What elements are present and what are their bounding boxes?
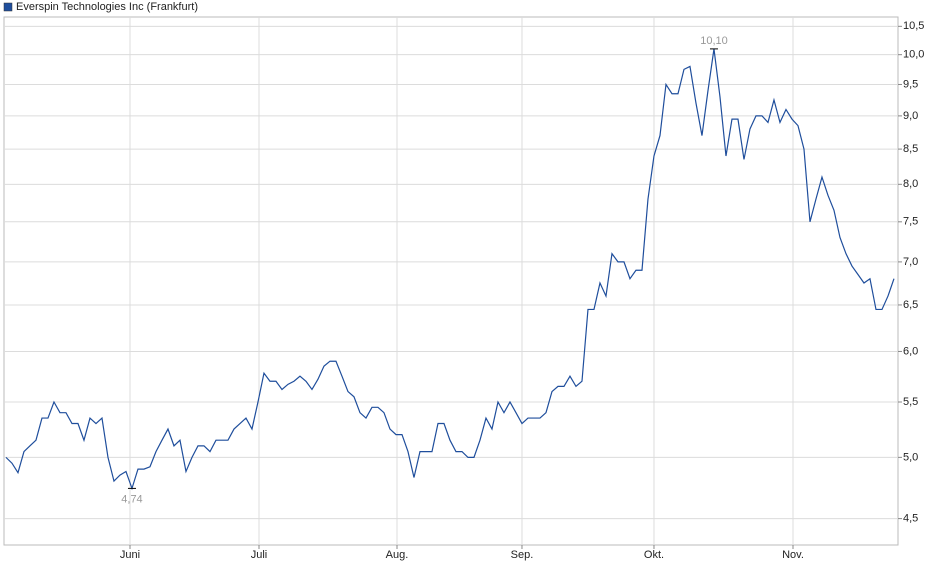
y-tick-label: 5,5 <box>903 396 918 408</box>
y-tick-label: 6,0 <box>903 345 918 357</box>
y-tick-label: 6,5 <box>903 299 918 311</box>
x-tick-label: Juni <box>120 549 140 561</box>
y-tick-label: 10,5 <box>903 20 924 32</box>
y-tick-label: 9,0 <box>903 110 918 122</box>
x-tick-label: Juli <box>251 549 268 561</box>
y-tick-label: 8,0 <box>903 178 918 190</box>
y-tick-label: 7,5 <box>903 216 918 228</box>
x-tick-label: Aug. <box>386 549 409 561</box>
x-tick-label: Okt. <box>644 549 664 561</box>
value-label: 4,74 <box>121 493 142 505</box>
y-tick-label: 5,0 <box>903 451 918 463</box>
x-tick-label: Sep. <box>511 549 534 561</box>
y-tick-label: 4,5 <box>903 512 918 524</box>
value-label: 10,10 <box>700 35 728 47</box>
y-tick-label: 9,5 <box>903 78 918 90</box>
legend-label: Everspin Technologies Inc (Frankfurt) <box>16 1 198 13</box>
legend-swatch <box>3 2 13 12</box>
x-tick-label: Nov. <box>782 549 804 561</box>
y-tick-label: 8,5 <box>903 143 918 155</box>
plot-area <box>3 16 899 546</box>
y-tick-label: 10,0 <box>903 49 924 61</box>
price-line <box>5 48 895 491</box>
y-tick-label: 7,0 <box>903 256 918 268</box>
